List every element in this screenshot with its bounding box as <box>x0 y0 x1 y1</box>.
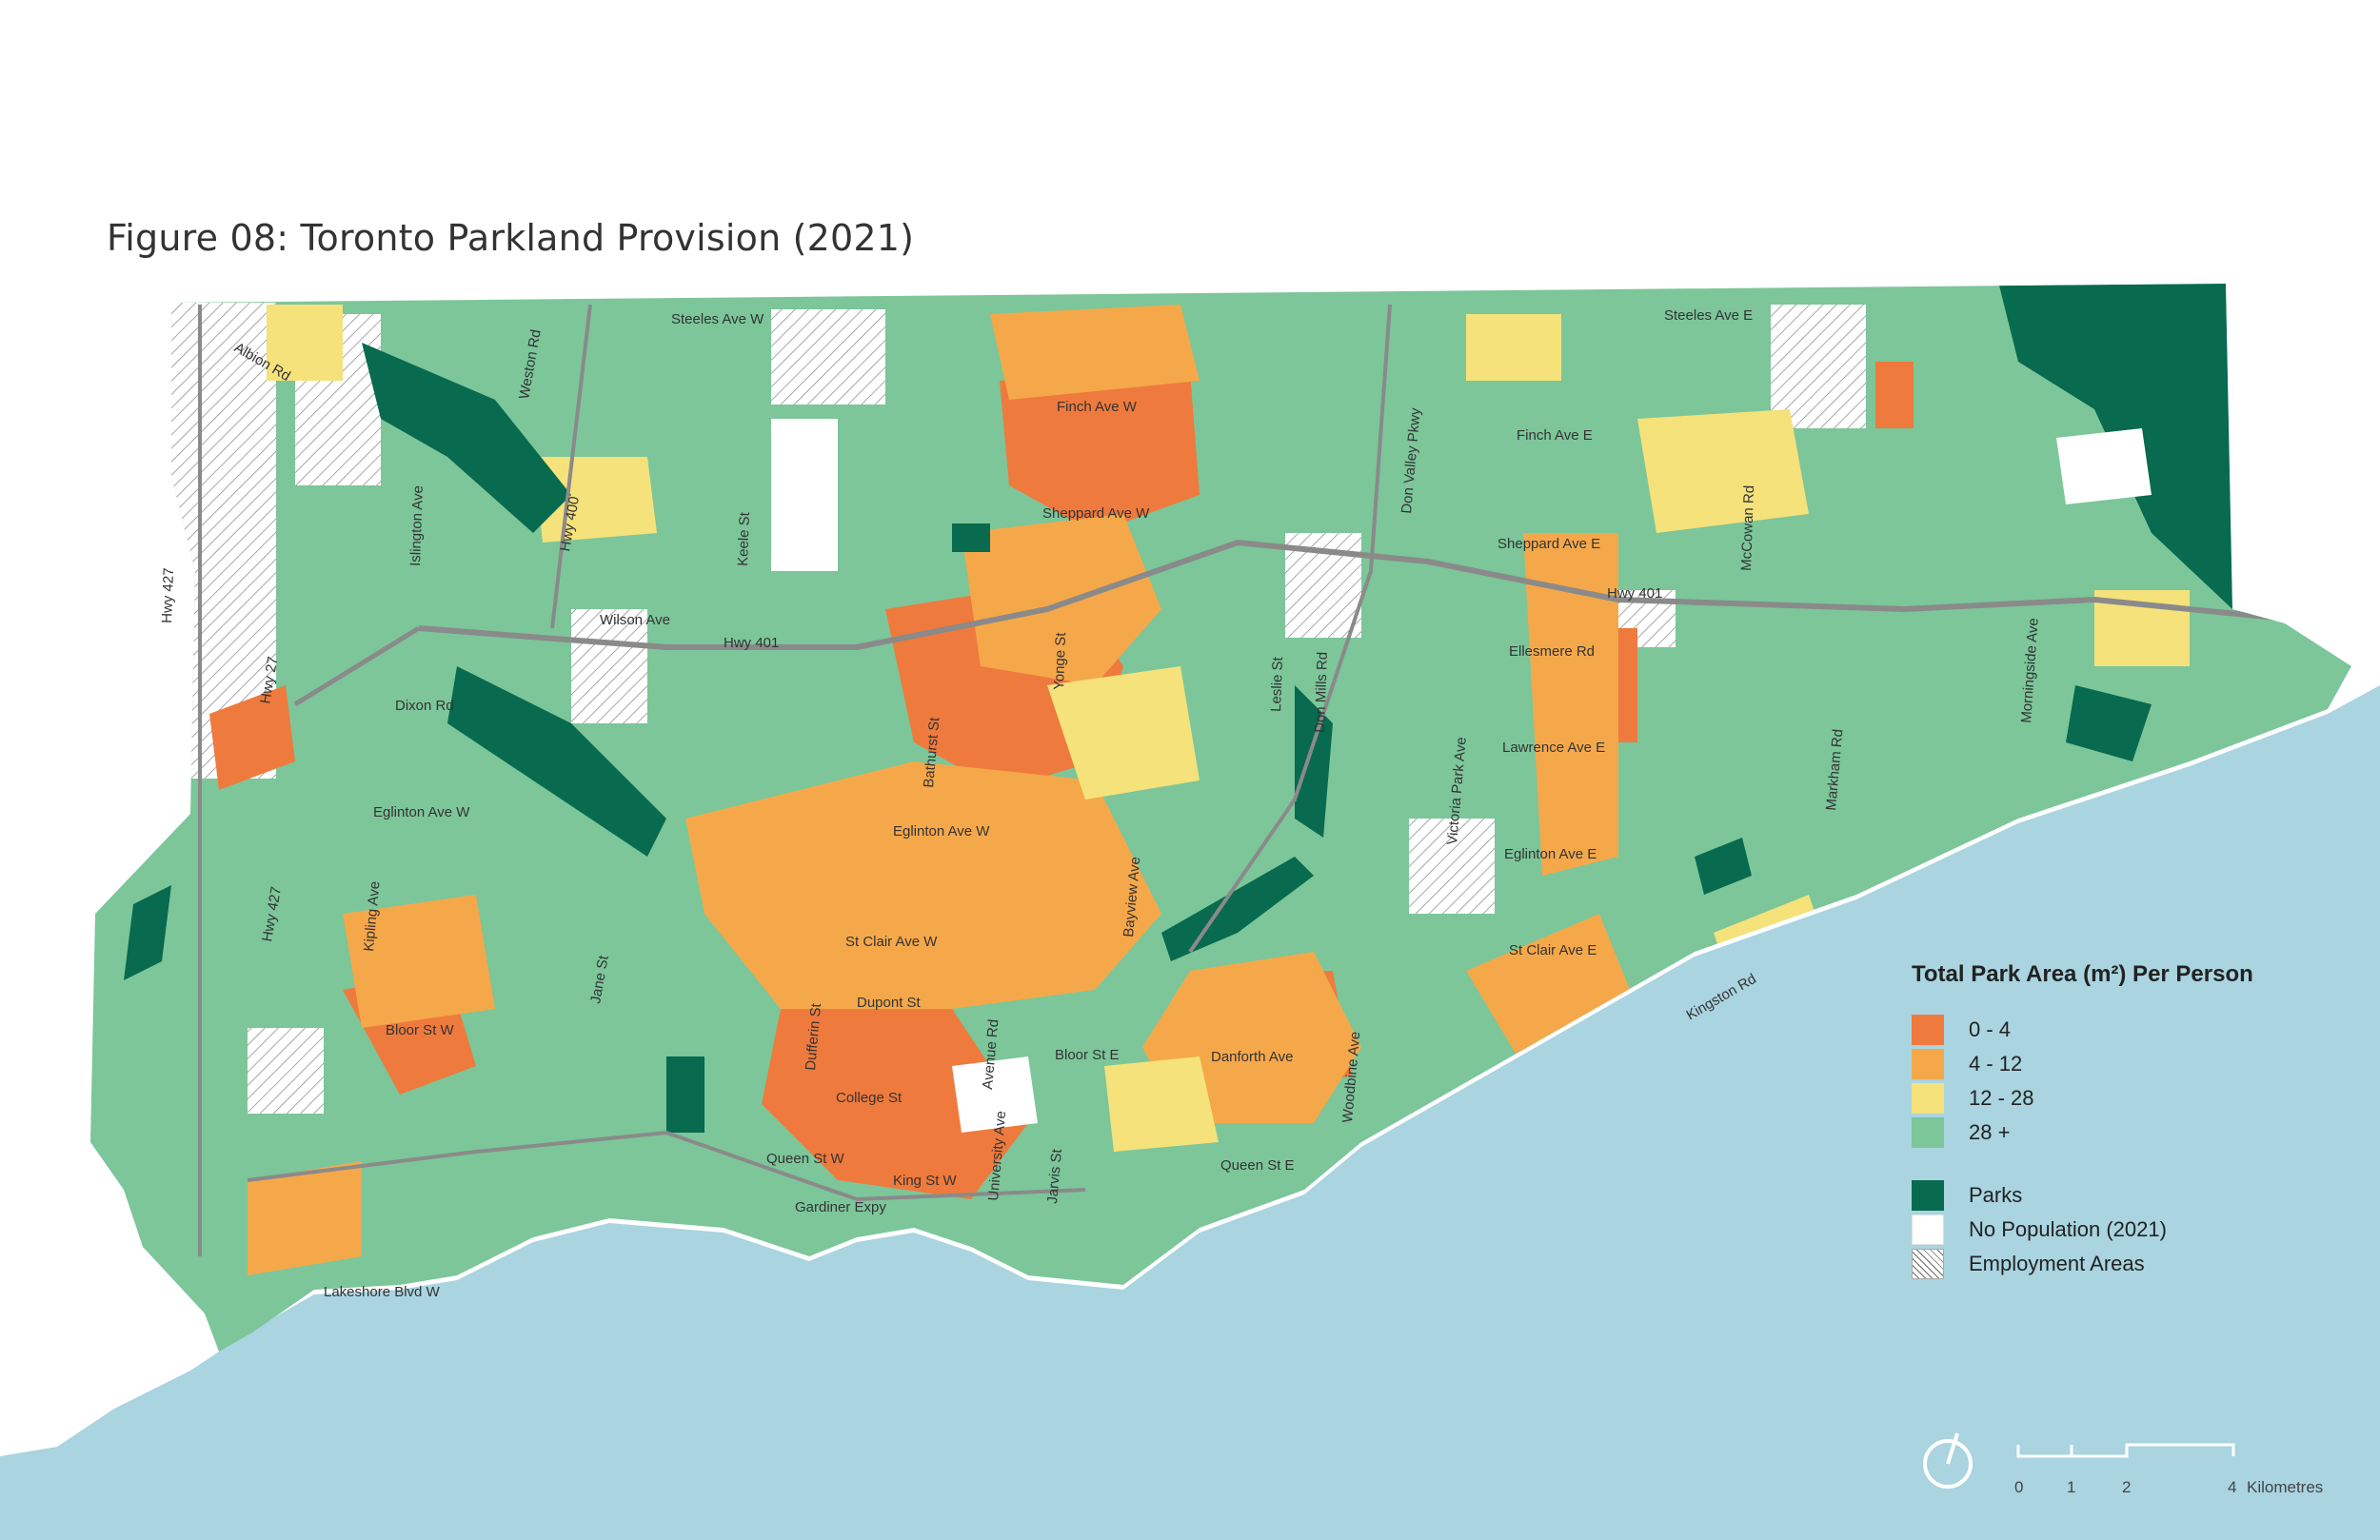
road-label-islington: Islington Ave <box>407 485 426 566</box>
scale-bar: 0 1 2 4 Kilometres <box>2014 1443 2323 1496</box>
legend-swatch <box>1912 1214 1944 1245</box>
road-label-lawrence-e: Lawrence Ave E <box>1502 740 1605 756</box>
legend-swatch <box>1912 1249 1944 1279</box>
road-label-mccowan: McCowan Rd <box>1738 485 1757 572</box>
road-label-bloor-e: Bloor St E <box>1055 1047 1120 1063</box>
road-label-stclair-w: St Clair Ave W <box>845 934 938 950</box>
road-label-sheppard-w: Sheppard Ave W <box>1042 505 1150 522</box>
scale-tick: 1 <box>2067 1478 2075 1496</box>
road-label-hwy427a: Hwy 427 <box>159 567 177 623</box>
legend-title: Total Park Area (m²) Per Person <box>1912 961 2253 987</box>
legend-item-parks: Parks <box>1912 1178 2330 1213</box>
legend-swatch <box>1912 1180 1944 1211</box>
road-label-ellesmere: Ellesmere Rd <box>1509 643 1595 660</box>
legend-swatch <box>1912 1015 1944 1045</box>
road-label-steeles-w: Steeles Ave W <box>671 311 764 327</box>
legend-item-12-28: 12 - 28 <box>1912 1081 2330 1116</box>
legend-item-28-plus: 28 + <box>1912 1116 2330 1150</box>
legend-swatch <box>1912 1083 1944 1114</box>
road-label-hwy401b: Hwy 401 <box>1607 585 1662 602</box>
road-label-jarvis: Jarvis St <box>1044 1148 1065 1205</box>
road-label-dixon: Dixon Rd <box>395 698 454 714</box>
legend-label: 0 - 4 <box>1969 1017 2012 1041</box>
legend-swatch <box>1912 1049 1944 1079</box>
legend-label: No Population (2021) <box>1969 1217 2167 1241</box>
road-label-dufferin: Dufferin St <box>803 1002 824 1072</box>
road-label-leslie: Leslie St <box>1268 656 1286 712</box>
road-label-kipling: Kipling Ave <box>361 880 383 952</box>
road-label-sheppard-e: Sheppard Ave E <box>1497 536 1600 552</box>
road-label-donmills: Don Mills Rd <box>1312 652 1331 734</box>
road-label-bathurst: Bathurst St <box>921 716 942 788</box>
legend-label: 12 - 28 <box>1969 1086 2034 1110</box>
road-label-yonge: Yonge St <box>1051 631 1069 690</box>
road-label-wilson: Wilson Ave <box>600 612 670 628</box>
road-label-finch-e: Finch Ave E <box>1517 427 1593 444</box>
road-label-eglinton-w1: Eglinton Ave W <box>373 804 470 820</box>
road-label-bloor-w: Bloor St W <box>386 1022 455 1038</box>
legend-swatch <box>1912 1117 1944 1148</box>
road-label-danforth: Danforth Ave <box>1211 1049 1293 1065</box>
legend-label: Employment Areas <box>1969 1252 2145 1275</box>
scale-tick: 4 <box>2228 1478 2236 1496</box>
road-label-dupont: Dupont St <box>857 995 922 1011</box>
road-label-lakeshore: Lakeshore Blvd W <box>324 1284 441 1300</box>
legend-item-0-4: 0 - 4 <box>1912 1013 2330 1047</box>
figure-title: Figure 08: Toronto Parkland Provision (2… <box>107 217 915 259</box>
road-label-queen-w: Queen St W <box>766 1151 845 1167</box>
scale-unit: Kilometres <box>2247 1478 2323 1496</box>
legend-label: Parks <box>1969 1183 2023 1207</box>
road-label-steeles-e: Steeles Ave E <box>1664 307 1753 324</box>
road-label-eglinton-e: Eglinton Ave E <box>1504 846 1597 862</box>
road-label-stclair-e: St Clair Ave E <box>1509 942 1597 958</box>
road-label-king: King St W <box>893 1173 958 1189</box>
road-label-finch-w: Finch Ave W <box>1057 399 1138 415</box>
road-label-keele: Keele St <box>735 511 753 566</box>
legend-item-no-population: No Population (2021) <box>1912 1213 2330 1247</box>
legend: Total Park Area (m²) Per Person 0 - 4 4 … <box>1912 961 2330 1281</box>
road-label-eglinton-w2: Eglinton Ave W <box>893 823 990 839</box>
road-label-avenue: Avenue Rd <box>980 1018 1002 1090</box>
legend-item-employment: Employment Areas <box>1912 1247 2330 1281</box>
lake-ontario <box>0 685 2380 1540</box>
legend-item-4-12: 4 - 12 <box>1912 1047 2330 1081</box>
road-label-hwy401a: Hwy 401 <box>724 635 779 651</box>
road-label-gardiner: Gardiner Expy <box>795 1199 886 1215</box>
road-label-queen-e: Queen St E <box>1220 1157 1295 1174</box>
scale-tick: 0 <box>2014 1478 2023 1496</box>
legend-label: 28 + <box>1969 1120 2011 1144</box>
north-arrow-icon <box>1923 1432 1973 1489</box>
legend-label: 4 - 12 <box>1969 1052 2023 1076</box>
road-label-college: College St <box>836 1090 902 1106</box>
scale-tick: 2 <box>2122 1478 2131 1496</box>
